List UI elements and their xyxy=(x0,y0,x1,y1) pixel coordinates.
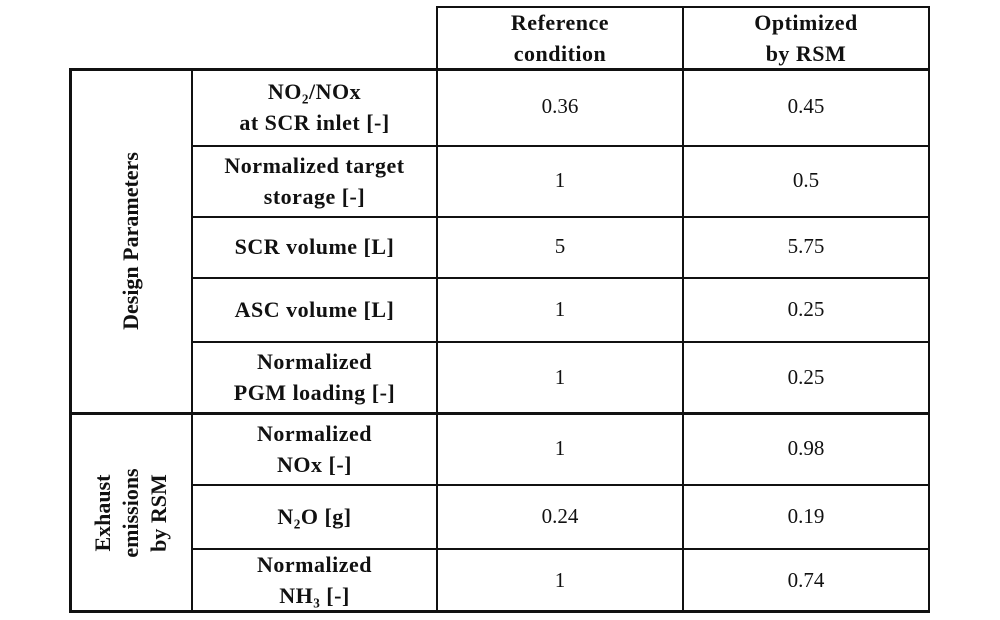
optimized-value: 0.5 xyxy=(792,168,820,192)
header-optimized-by-rsm: Optimized by RSM xyxy=(754,9,858,66)
row-label: ASC volume [L] xyxy=(234,296,395,322)
reference-value: 0.24 xyxy=(541,503,579,528)
grid-line xyxy=(191,216,930,218)
reference-value: 1 xyxy=(554,567,566,592)
grid-line xyxy=(682,68,684,613)
grid-line xyxy=(928,6,930,68)
grid-line xyxy=(436,68,438,613)
group-design-parameters: Design Parameters xyxy=(118,152,143,330)
grid-line xyxy=(682,6,684,68)
optimized-value: 0.98 xyxy=(787,436,825,460)
group-exhaust-emissions: Exhaust emissions by RSM xyxy=(90,468,171,558)
reference-value: 1 xyxy=(554,296,566,321)
grid-line xyxy=(191,341,930,343)
grid-line xyxy=(191,548,930,550)
row-label: Normalized NH₃ [-] xyxy=(257,552,372,608)
row-label: Normalized target storage [-] xyxy=(224,152,405,209)
grid-line xyxy=(191,484,930,486)
row-label: Normalized PGM loading [-] xyxy=(233,349,396,405)
grid-line xyxy=(928,68,930,613)
grid-line xyxy=(69,610,930,613)
optimized-value: 0.25 xyxy=(787,364,825,389)
reference-value: 1 xyxy=(554,364,566,389)
row-label: Normalized NOx [-] xyxy=(257,420,372,477)
grid-line xyxy=(191,68,193,613)
reference-value: 1 xyxy=(554,436,566,460)
optimized-value: 0.19 xyxy=(787,503,825,528)
row-label: N₂O [g] xyxy=(277,503,352,529)
reference-value: 1 xyxy=(554,168,566,192)
row-label: NO₂/NOx at SCR inlet [-] xyxy=(239,78,390,135)
reference-value: 0.36 xyxy=(541,94,579,118)
optimized-value: 0.74 xyxy=(787,567,825,592)
reference-value: 5 xyxy=(554,234,566,258)
optimized-value: 0.25 xyxy=(787,296,825,321)
grid-line xyxy=(69,68,72,613)
grid-line xyxy=(436,6,438,68)
header-reference-condition: Reference condition xyxy=(510,9,610,66)
optimized-value: 0.45 xyxy=(787,94,825,118)
grid-line xyxy=(69,412,930,415)
optimized-value: 5.75 xyxy=(787,234,825,258)
grid-line xyxy=(191,277,930,279)
row-label: SCR volume [L] xyxy=(234,234,395,259)
grid-line xyxy=(69,68,930,71)
grid-line xyxy=(191,145,930,147)
